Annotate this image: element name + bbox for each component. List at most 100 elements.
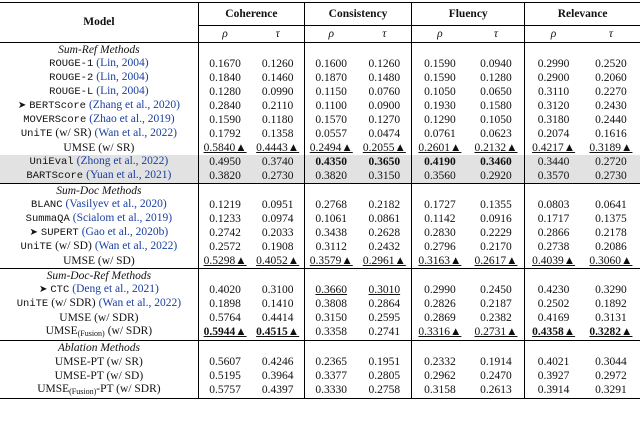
model-name: UMSE-PT (w/ SD) — [54, 369, 144, 382]
score: 0.4950 — [209, 155, 241, 168]
score-cell: 0.1050 — [412, 85, 468, 99]
citation[interactable]: (Deng et al., 2021) — [72, 283, 159, 295]
model-name: MOVERScore — [23, 114, 87, 126]
score: 0.4397 — [261, 384, 294, 396]
empty-cell — [304, 268, 358, 283]
score-cell: 0.2182 — [357, 198, 413, 212]
model-cell: ➤ BERTScore (Zhang et al., 2020) — [0, 99, 199, 113]
score-cell: 0.2110 — [251, 99, 305, 113]
score-cell: 0.4350 — [304, 155, 358, 169]
score-cell: 0.0474 — [357, 127, 413, 141]
score: 0.3808 — [315, 297, 348, 310]
citation[interactable]: (Lin, 2004) — [96, 85, 149, 97]
score: 0.4414 — [261, 311, 294, 324]
score-cell: 0.0916 — [467, 212, 526, 226]
score: 0.1375 — [595, 212, 627, 225]
empty-cell — [581, 42, 640, 57]
score-cell: 0.1050 — [467, 113, 526, 127]
score-cell: 0.0974 — [251, 212, 305, 226]
citation[interactable]: (Gao et al., 2020b) — [81, 226, 169, 238]
data-row: UniTE (w/ SR) (Wan et al., 2022) 0.1792 0.13… — [0, 127, 640, 141]
model-header: Model — [0, 2, 199, 43]
score: 0.1480 — [368, 71, 401, 84]
score-cell: 0.4246 — [251, 355, 305, 369]
score-cell: 0.2869 — [412, 311, 468, 325]
score-cell: 0.2033 — [251, 226, 305, 240]
empty-cell — [251, 183, 305, 198]
citation[interactable]: (Yuan et al., 2021) — [86, 169, 172, 181]
section-row: Sum-Doc Methods — [0, 183, 640, 198]
score-cell: 0.3180 — [525, 113, 582, 127]
score-cell: 0.2178 — [582, 226, 640, 240]
score-cell: 0.1355 — [467, 198, 526, 212]
score: 0.3560 — [424, 169, 456, 182]
empty-cell — [581, 268, 640, 283]
score: 0.1914 — [480, 355, 512, 368]
score: 0.2730 — [261, 169, 294, 182]
score: 0.2270 — [595, 85, 627, 98]
score: 0.2170 — [480, 240, 512, 253]
model-cell: UMSE (w/ SR) — [0, 141, 199, 155]
score: 0.3150 — [315, 311, 348, 324]
model-cell: UMSE-PT (w/ SD) — [0, 369, 199, 383]
score: 0.3120 — [537, 99, 570, 112]
score-cell: 0.4021 — [525, 355, 582, 369]
model-cell: UniEval (Zhong et al., 2022) — [0, 155, 199, 169]
score-cell: 0.3290 — [582, 283, 640, 297]
model-name: UniTE — [20, 241, 53, 253]
citation[interactable]: (Zhang et al., 2020) — [88, 99, 180, 111]
empty-cell — [357, 268, 413, 283]
score-cell: 0.0623 — [467, 127, 526, 141]
citation[interactable]: (Lin, 2004) — [96, 71, 149, 83]
score-cell: 0.1870 — [304, 71, 357, 85]
citation[interactable]: (Wan et al., 2022) — [94, 240, 178, 252]
citation[interactable]: (Wan et al., 2022) — [98, 297, 182, 309]
model-variant: (w/ SD) — [55, 240, 92, 252]
score: 0.1260 — [368, 57, 401, 70]
score-cell: 0.2840 — [198, 99, 251, 113]
score: 0.1280 — [209, 85, 241, 98]
data-row: ➤ CTC (Deng et al., 2021) 0.4020 0.3100 0.366… — [0, 283, 640, 297]
model-cell: SummaQA (Scialom et al., 2019) — [0, 212, 199, 226]
empty-cell — [411, 42, 468, 57]
model-name: UMSE-PT (w/ SR) — [54, 355, 143, 368]
score-cell: 0.1180 — [251, 113, 305, 127]
score-cell: 0.0641 — [582, 198, 640, 212]
score: 0.2830 — [424, 226, 456, 239]
score-cell: 0.1270 — [357, 113, 413, 127]
marker-icon: ➤ — [38, 284, 48, 295]
score: 0.5757 — [209, 384, 241, 396]
score: 0.4021 — [537, 355, 570, 368]
empty-cell — [198, 340, 252, 355]
score: 0.1460 — [261, 71, 294, 84]
citation[interactable]: (Zhong et al., 2022) — [76, 155, 169, 167]
score-cell: 0.1840 — [198, 71, 251, 85]
model-name: UMSE (w/ SDR) — [59, 311, 139, 324]
citation[interactable]: (Scialom et al., 2019) — [72, 212, 173, 224]
metric-header: Coherence — [198, 2, 305, 26]
data-row: ➤ SUPERT (Gao et al., 2020b) 0.2742 0.2033 0.… — [0, 226, 640, 240]
empty-cell — [411, 183, 468, 198]
empty-cell — [581, 340, 640, 355]
citation[interactable]: (Wan et al., 2022) — [94, 127, 177, 139]
score-cell: 0.3010 — [357, 283, 413, 297]
score-cell: 0.3914 — [525, 383, 582, 399]
data-row: UMSE (w/ SR) 0.5840▲ 0.4443▲ 0.2494▲ 0.2055▲… — [0, 141, 640, 155]
score: 0.1670 — [209, 57, 241, 70]
score: 0.0623 — [480, 127, 512, 140]
score: 0.3131 — [595, 311, 627, 324]
header-row: Model Coherence Consistency Fluency Relevan… — [0, 2, 640, 43]
empty-cell — [251, 268, 305, 283]
empty-cell — [467, 268, 526, 283]
score-cell: 0.2494▲ — [304, 141, 357, 155]
score-cell: 0.2864 — [357, 297, 413, 311]
citation[interactable]: (Lin, 2004) — [96, 57, 149, 69]
citation[interactable]: (Zhao et al., 2019) — [89, 113, 175, 125]
score: 0.2520 — [595, 57, 627, 70]
score: 0.5195 — [209, 369, 241, 382]
score: 0.1180 — [262, 113, 294, 126]
citation[interactable]: (Vasilyev et al., 2020) — [65, 198, 167, 210]
score: 0.2332 — [424, 355, 456, 368]
empty-cell — [357, 183, 413, 198]
